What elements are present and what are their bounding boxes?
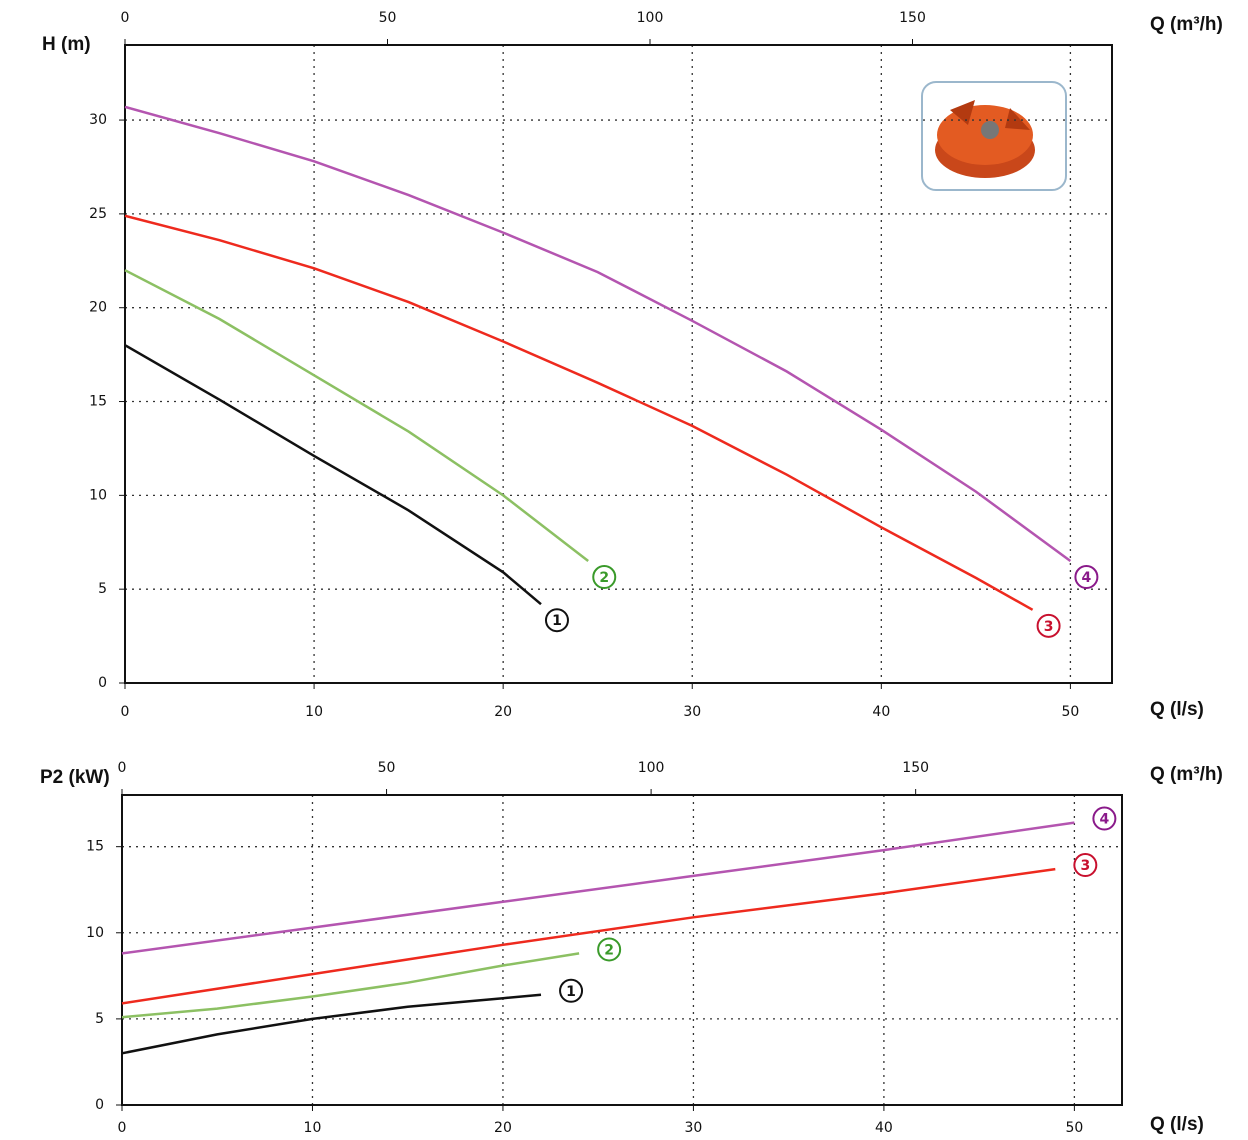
curve-label: 2 [599,570,609,586]
x-tick-label: 50 [1061,704,1079,720]
y-tick-label: 15 [86,839,104,855]
x-tick-label: 40 [872,704,890,720]
x2-axis-label: Q (m³/h) [1150,14,1223,35]
y-tick-label: 25 [89,206,107,222]
y-tick-label: 20 [89,300,107,316]
x-tick-label: 40 [875,1120,893,1136]
x-tick-label: 20 [494,1120,512,1136]
page: 01020304050050100150051015202530H (m)Q (… [0,0,1248,1140]
impeller-icon [922,82,1066,190]
x2-tick-label: 100 [638,760,665,776]
x-axis-label: Q (l/s) [1150,1114,1204,1135]
curve [122,823,1074,954]
y-tick-label: 0 [98,675,107,691]
chart: 01020304050050100150051015202530H (m)Q (… [0,0,1248,1140]
x-tick-label: 20 [494,704,512,720]
x2-tick-label: 150 [902,760,929,776]
x2-tick-label: 0 [118,760,127,776]
x-tick-label: 10 [304,1120,322,1136]
y-tick-label: 30 [89,112,107,128]
curve [122,953,579,1017]
y-tick-label: 5 [98,581,107,597]
curve-label: 1 [566,984,576,1000]
x2-tick-label: 50 [378,760,396,776]
curve-label: 2 [604,942,614,958]
curve-label: 3 [1080,858,1090,874]
x2-axis-label: Q (m³/h) [1150,764,1223,785]
curve [125,270,588,561]
curve [125,216,1033,610]
y-tick-label: 15 [89,394,107,410]
x2-tick-label: 150 [899,10,926,26]
x2-tick-label: 0 [121,10,130,26]
x-tick-label: 50 [1065,1120,1083,1136]
y-tick-label: 0 [95,1097,104,1113]
y-tick-label: 10 [89,487,107,503]
curve [122,995,541,1054]
y-axis-label: P2 (kW) [40,767,110,788]
x-tick-label: 0 [118,1120,127,1136]
x-tick-label: 10 [305,704,323,720]
x-tick-label: 0 [121,704,130,720]
y-tick-label: 10 [86,925,104,941]
curve-label: 4 [1082,570,1092,586]
x-axis-label: Q (l/s) [1150,699,1204,720]
curve-label: 1 [552,613,562,629]
x-tick-label: 30 [683,704,701,720]
y-axis-label: H (m) [42,34,91,55]
curve-label: 3 [1044,619,1054,635]
curve [125,345,541,604]
y-tick-label: 5 [95,1011,104,1027]
plot-frame [122,795,1122,1105]
x-tick-label: 30 [685,1120,703,1136]
x2-tick-label: 100 [637,10,664,26]
curve-label: 4 [1100,812,1110,828]
x2-tick-label: 50 [379,10,397,26]
